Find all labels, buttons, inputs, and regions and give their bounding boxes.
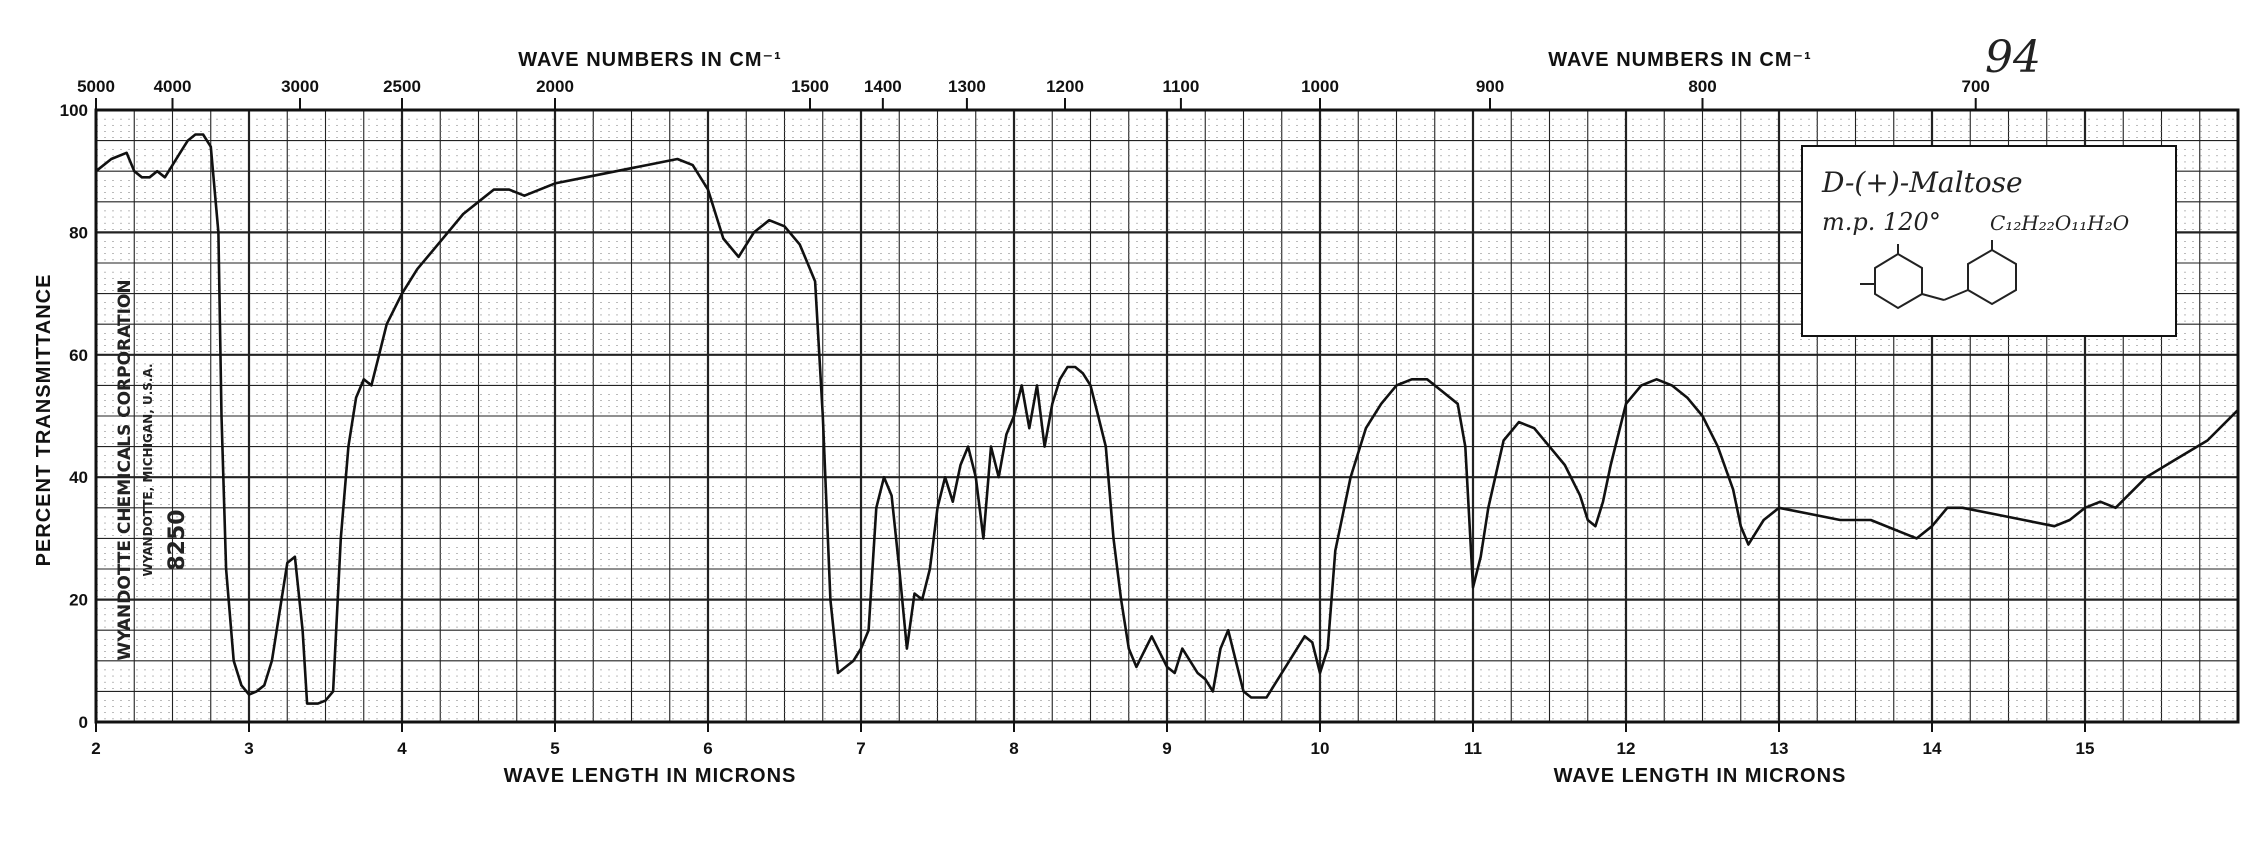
x-tick-label: 9	[1162, 739, 1171, 758]
top-axis-title-right: WAVE NUMBERS IN CM⁻¹	[1548, 49, 1812, 71]
top-tick-label: 800	[1688, 77, 1716, 96]
x-axis-ticks: 2 3 4 5 6 7 8 9 10 11 12 13 14 15	[91, 722, 2094, 758]
top-tick-label: 4000	[154, 77, 192, 96]
x-tick-label: 7	[856, 739, 865, 758]
stamp-company: WYANDOTTE CHEMICALS CORPORATION	[115, 279, 135, 660]
x-tick-label: 11	[1464, 739, 1482, 758]
melting-point: m.p. 120°	[1822, 208, 1941, 236]
page-number: 94	[1985, 32, 2041, 83]
top-tick-label: 1500	[791, 77, 829, 96]
top-tick-label: 3000	[281, 77, 319, 96]
top-tick-label: 5000	[77, 77, 115, 96]
x-tick-label: 3	[244, 739, 253, 758]
top-tick-label: 1400	[864, 77, 902, 96]
molecular-formula: C₁₂H₂₂O₁₁H₂O	[1990, 211, 2129, 235]
stamp-city: WYANDOTTE, MICHIGAN, U.S.A.	[141, 363, 155, 576]
top-axis-ticks: 5000 4000 3000 2500 2000 1500 1400 1300 1200 1100…	[77, 77, 1990, 110]
top-tick-label: 1200	[1046, 77, 1084, 96]
y-tick-label: 20	[69, 591, 88, 610]
y-tick-label: 0	[79, 713, 88, 732]
company-stamp: WYANDOTTE CHEMICALS CORPORATION WYANDOTT…	[115, 279, 190, 660]
y-tick-label: 100	[60, 101, 88, 120]
bottom-axis-title-right: WAVE LENGTH IN MICRONS	[1554, 765, 1847, 787]
top-tick-label: 2000	[536, 77, 574, 96]
x-tick-label: 4	[397, 739, 407, 758]
top-tick-label: 700	[1962, 77, 1990, 96]
annotation-box	[1801, 145, 2177, 337]
top-tick-label: 900	[1476, 77, 1504, 96]
x-tick-label: 10	[1311, 739, 1330, 758]
stamp-number: 8250	[165, 509, 190, 570]
bottom-axis-title-left: WAVE LENGTH IN MICRONS	[504, 765, 797, 787]
spectrum-trace	[95, 133, 2239, 705]
top-tick-label: 1000	[1301, 77, 1339, 96]
top-tick-label: 2500	[383, 77, 421, 96]
y-axis-ticks: 0 20 40 60 80 100	[60, 101, 88, 732]
top-axis-title-left: WAVE NUMBERS IN CM⁻¹	[518, 49, 782, 71]
y-tick-label: 40	[69, 468, 88, 487]
x-tick-label: 2	[91, 739, 100, 758]
x-tick-label: 12	[1617, 739, 1636, 758]
x-tick-label: 8	[1009, 739, 1018, 758]
x-tick-label: 15	[2076, 739, 2095, 758]
x-tick-label: 5	[550, 739, 559, 758]
x-tick-label: 6	[703, 739, 712, 758]
x-tick-label: 13	[1770, 739, 1789, 758]
y-tick-label: 60	[69, 346, 88, 365]
y-axis-title: PERCENT TRANSMITTANCE	[33, 274, 55, 567]
top-tick-label: 1300	[948, 77, 986, 96]
maltose-structure-drawing	[1860, 240, 2017, 310]
sample-annotation: D-(+)-Maltose m.p. 120° C₁₂H₂₂O₁₁H₂O	[1801, 145, 2177, 337]
sample-name: D-(+)-Maltose	[1821, 166, 2023, 199]
top-tick-label: 1100	[1162, 77, 1199, 96]
x-tick-label: 14	[1923, 739, 1942, 758]
y-tick-label: 80	[69, 223, 88, 242]
